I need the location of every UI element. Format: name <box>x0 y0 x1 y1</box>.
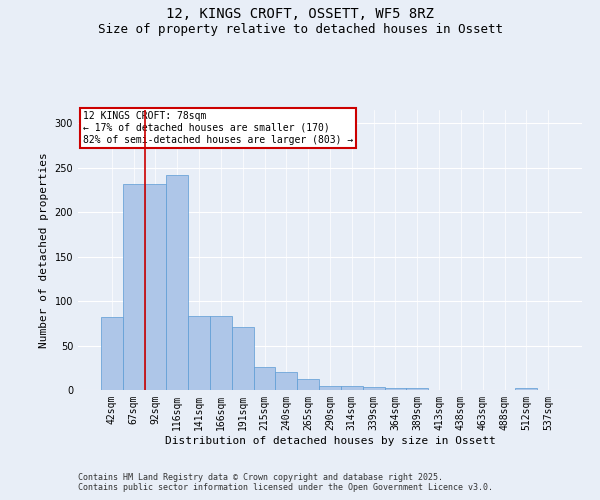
Bar <box>385 388 406 390</box>
Bar <box>515 388 537 390</box>
Text: 12, KINGS CROFT, OSSETT, WF5 8RZ: 12, KINGS CROFT, OSSETT, WF5 8RZ <box>166 8 434 22</box>
X-axis label: Distribution of detached houses by size in Ossett: Distribution of detached houses by size … <box>164 436 496 446</box>
Text: Contains public sector information licensed under the Open Government Licence v3: Contains public sector information licen… <box>78 482 493 492</box>
Bar <box>123 184 145 390</box>
Text: 12 KINGS CROFT: 78sqm
← 17% of detached houses are smaller (170)
82% of semi-det: 12 KINGS CROFT: 78sqm ← 17% of detached … <box>83 112 353 144</box>
Text: Size of property relative to detached houses in Ossett: Size of property relative to detached ho… <box>97 22 503 36</box>
Bar <box>363 388 385 390</box>
Bar <box>341 386 363 390</box>
Bar <box>232 327 254 390</box>
Y-axis label: Number of detached properties: Number of detached properties <box>39 152 49 348</box>
Bar <box>166 175 188 390</box>
Bar <box>297 380 319 390</box>
Bar <box>254 367 275 390</box>
Text: Contains HM Land Registry data © Crown copyright and database right 2025.: Contains HM Land Registry data © Crown c… <box>78 472 443 482</box>
Bar <box>275 372 297 390</box>
Bar <box>145 184 166 390</box>
Bar <box>210 316 232 390</box>
Bar <box>406 388 428 390</box>
Bar <box>188 316 210 390</box>
Bar <box>101 317 123 390</box>
Bar <box>319 386 341 390</box>
